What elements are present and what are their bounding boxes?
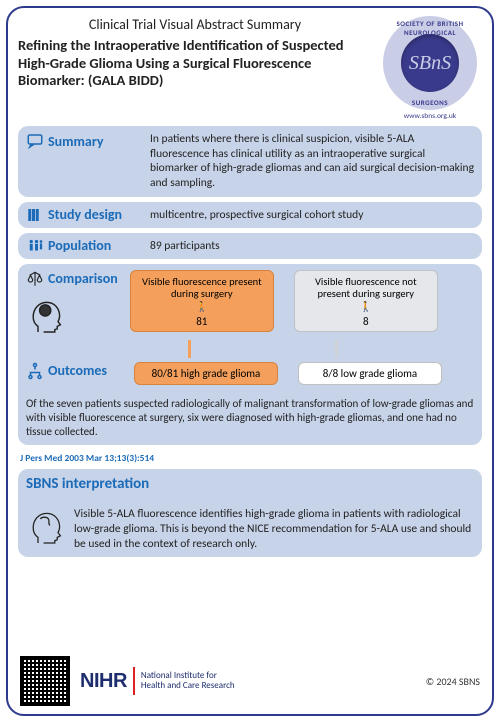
speech-bubble-icon [26, 132, 44, 150]
comparison-row: Comparison Visible fluorescence present … [26, 270, 438, 336]
nihr-line2: Health and Care Research [141, 680, 235, 691]
nihr-text: National Institute for Health and Care R… [141, 671, 235, 691]
comparison-label: Comparison [26, 270, 118, 336]
nihr-logo: NIHR [80, 670, 127, 693]
connector-b [335, 340, 338, 358]
summary-label-text: Summary [48, 133, 104, 150]
interpretation-body: Visible 5-ALA fluorescence identifies hi… [26, 507, 474, 551]
arm-b-text: Visible fluorescence not present during … [315, 275, 417, 301]
outcome-boxes: 80/81 high grade glioma 8/8 low grade gl… [130, 362, 442, 385]
footer: NIHR National Institute for Health and C… [18, 656, 482, 706]
abstract-frame: Clinical Trial Visual Abstract Summary R… [6, 6, 494, 716]
population-label: Population [26, 237, 140, 255]
nihr-divider [133, 667, 135, 695]
outcomes-label: Outcomes [26, 362, 122, 380]
population-label-text: Population [48, 237, 111, 254]
arm-b-n: 8 [301, 315, 431, 328]
population-body: 89 participants [150, 239, 474, 254]
flow-connectors [26, 340, 338, 358]
people-icon [26, 237, 44, 255]
comparison-label-text: Comparison [48, 270, 118, 287]
summary-section: Summary In patients where there is clini… [18, 126, 482, 197]
interpretation-heading: SBNS interpretation [26, 475, 149, 493]
arm-a-text: Visible fluorescence present during surg… [142, 275, 262, 301]
seal-ring-top: SOCIETY OF BRITISH NEUROLOGICAL [383, 19, 477, 37]
flow-icon [26, 362, 44, 380]
arm-a-n: 81 [137, 315, 267, 328]
comparison-boxes: Visible fluorescence present during surg… [126, 270, 438, 332]
head-brain-outline-icon [26, 507, 66, 547]
seal-monogram: SBnS [401, 34, 459, 92]
books-icon [26, 206, 44, 224]
interpretation-text: Visible 5-ALA fluorescence identifies hi… [74, 507, 474, 551]
study-design-label-text: Study design [48, 206, 122, 223]
person-icon: 🚶 [360, 300, 372, 313]
arm-b-box: Visible fluorescence not present during … [294, 270, 438, 332]
population-section: Population 89 participants [18, 233, 482, 259]
supertitle: Clinical Trial Visual Abstract Summary [18, 16, 372, 33]
outcomes-note: Of the seven patients suspected radiolog… [26, 397, 474, 439]
summary-body: In patients where there is clinical susp… [150, 132, 474, 191]
comparison-outcomes-section: Comparison Visible fluorescence present … [18, 264, 482, 445]
sbns-seal: SOCIETY OF BRITISH NEUROLOGICAL SBnS SUR… [383, 16, 477, 110]
arm-a-box: Visible fluorescence present during surg… [130, 270, 274, 332]
head-brain-icon [26, 296, 66, 336]
outcomes-row: Outcomes 80/81 high grade glioma 8/8 low… [26, 362, 442, 385]
title: Refining the Intraoperative Identificati… [18, 37, 372, 90]
person-icon: 🚶 [196, 300, 208, 313]
outcome-a: 80/81 high grade glioma [134, 362, 278, 385]
outcomes-label-text: Outcomes [48, 362, 107, 379]
seal-ring-bottom: SURGEONS [383, 98, 477, 107]
study-design-label: Study design [26, 206, 140, 224]
study-design-body: multicentre, prospective surgical cohort… [150, 208, 474, 223]
interpretation-section: SBNS interpretation Visible 5-ALA fluore… [18, 469, 482, 557]
study-design-section: Study design multicentre, prospective su… [18, 202, 482, 228]
copyright: © 2024 SBNS [426, 675, 480, 688]
citation: J Pers Med 2003 Mar 13;13(3):514 [20, 452, 482, 464]
qr-code [20, 656, 70, 706]
logo-url: www.sbns.org.uk [404, 112, 456, 121]
sbns-logo: SOCIETY OF BRITISH NEUROLOGICAL SBnS SUR… [378, 16, 482, 121]
connector-a [188, 340, 191, 358]
summary-label: Summary [26, 132, 140, 150]
header-text: Clinical Trial Visual Abstract Summary R… [18, 16, 372, 90]
outcome-b: 8/8 low grade glioma [298, 362, 442, 385]
scales-icon [26, 270, 44, 288]
header: Clinical Trial Visual Abstract Summary R… [18, 16, 482, 121]
nihr-block: NIHR National Institute for Health and C… [80, 667, 235, 695]
